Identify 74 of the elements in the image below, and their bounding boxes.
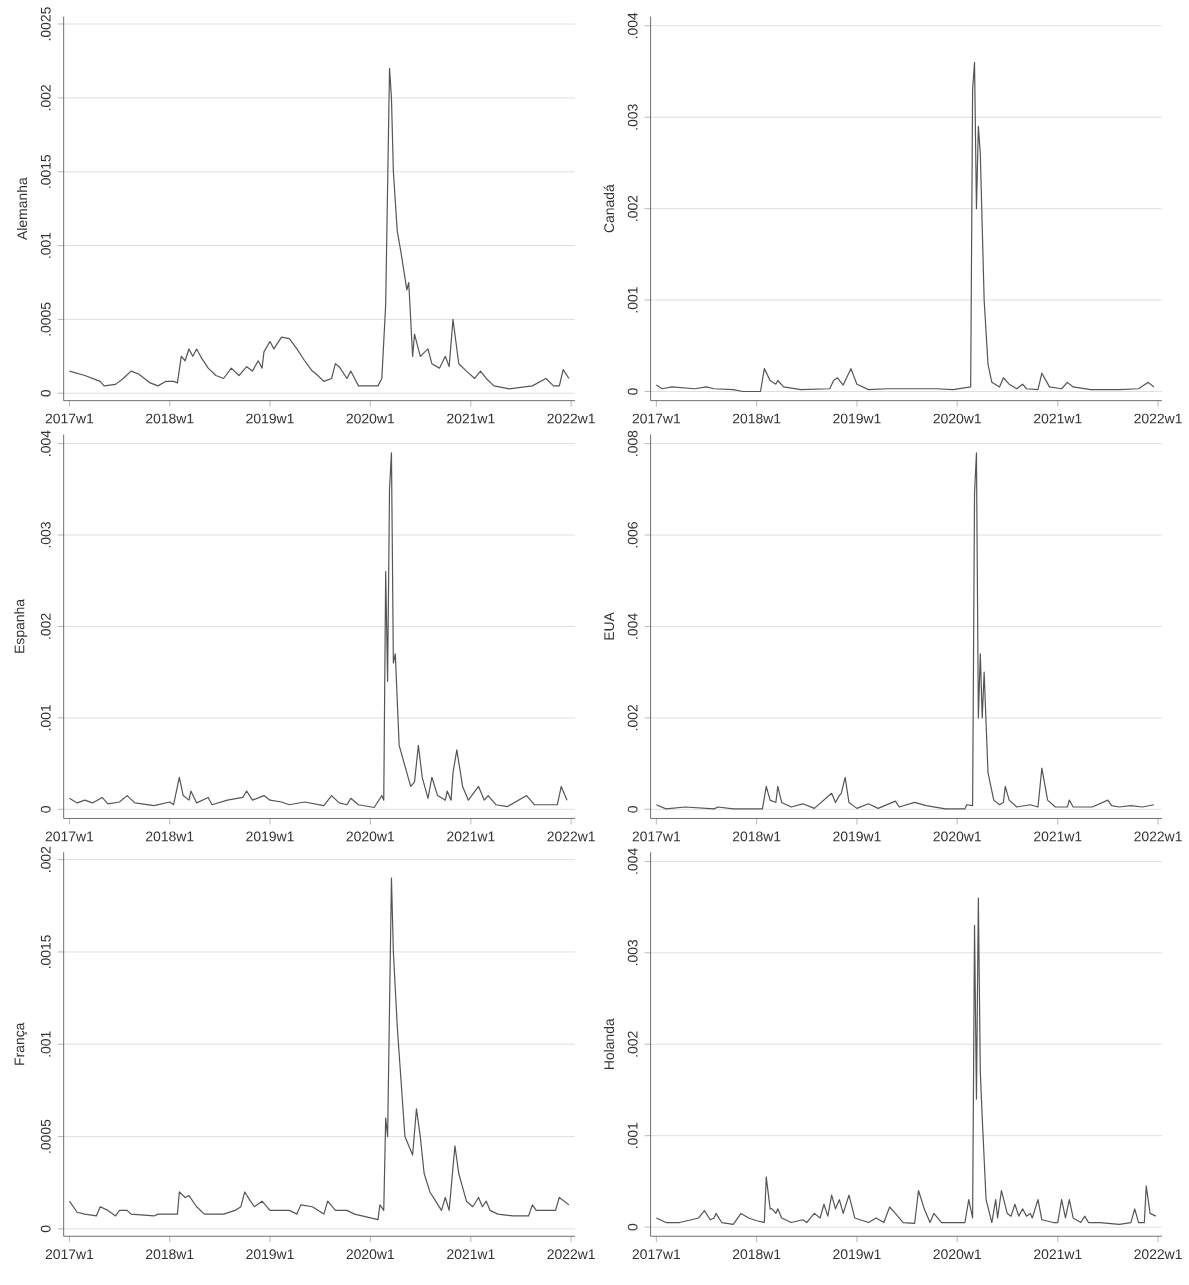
y-tick-label: .0005 [40,1119,51,1153]
x-tick-label: 2018w1 [732,1249,781,1260]
x-tick-label: 2021w1 [1034,1249,1082,1260]
x-tick-label: 2017w1 [632,831,681,842]
y-tick-label: .001 [40,232,51,258]
x-tick-label: 2017w1 [45,831,94,842]
x-tick-label: 2020w1 [933,413,981,424]
x-tick-label: 2020w1 [346,413,394,424]
x-tick-label: 2020w1 [933,831,981,842]
x-tick-label: 2021w1 [447,1249,495,1260]
x-tick-label: 2018w1 [732,413,781,424]
x-tick-label: 2020w1 [933,1249,981,1260]
y-axis-title: EUA [604,612,615,640]
x-tick-label: 2019w1 [246,831,294,842]
y-tick-label: .0005 [40,302,51,336]
x-tick-label: 2018w1 [145,831,194,842]
y-tick-label: .001 [627,1122,638,1148]
x-tick-label: 2019w1 [833,831,881,842]
y-axis-title: Canadá [603,184,615,233]
y-axis-title: Alemanha [16,177,28,240]
y-tick-label: 0 [627,805,638,813]
x-tick-label: 2017w1 [632,1249,681,1260]
y-tick-label: .004 [627,12,638,39]
y-tick-label: .004 [627,848,638,874]
x-tick-label: 2022w1 [547,413,595,424]
x-tick-label: 2019w1 [246,1249,294,1260]
y-axis-title: França [14,1022,28,1065]
y-tick-label: .002 [627,195,638,221]
x-tick-label: 2022w1 [547,831,595,842]
y-tick-label: .002 [627,1031,638,1057]
y-tick-label: .003 [627,104,638,130]
x-tick-label: 2019w1 [833,413,881,424]
x-tick-label: 2022w1 [547,1249,595,1260]
y-tick-label: .001 [40,1031,51,1057]
y-tick-label: 0 [627,388,638,395]
y-tick-label: .0015 [40,935,51,969]
y-axis-title: Espanha [14,598,28,653]
y-tick-label: .002 [40,846,51,872]
y-tick-label: 0 [40,805,51,813]
y-tick-label: .0025 [40,7,51,41]
x-tick-label: 2019w1 [833,1249,881,1260]
y-tick-label: .003 [627,939,638,966]
x-tick-label: 2022w1 [1134,831,1182,842]
x-tick-label: 2021w1 [1034,413,1082,424]
x-tick-label: 2020w1 [346,831,394,842]
x-tick-label: 2019w1 [246,413,294,424]
y-tick-label: .004 [627,613,638,639]
y-tick-label: 0 [40,389,51,397]
x-tick-label: 2017w1 [632,413,681,424]
y-tick-label: .002 [40,613,51,639]
y-tick-label: 0 [40,1225,51,1233]
y-tick-label: .001 [40,705,51,731]
y-tick-label: .001 [627,287,638,313]
x-tick-label: 2021w1 [1034,831,1082,842]
x-tick-label: 2020w1 [346,1249,394,1260]
y-tick-label: .002 [627,705,638,731]
y-axis-title: Holanda [603,1018,615,1070]
y-tick-label: .003 [40,522,51,548]
x-tick-label: 2021w1 [447,831,495,842]
y-tick-label: 0 [627,1223,638,1231]
x-tick-label: 2022w1 [1134,413,1182,424]
x-tick-label: 2022w1 [1134,1249,1182,1260]
y-tick-label: .006 [627,522,638,548]
x-tick-label: 2018w1 [145,1249,194,1260]
y-tick-label: .0015 [40,154,51,188]
y-tick-label: .004 [40,430,51,456]
x-tick-label: 2017w1 [45,413,94,424]
y-tick-label: .002 [40,85,51,111]
x-tick-label: 2017w1 [45,1249,94,1260]
x-tick-label: 2021w1 [447,413,495,424]
x-tick-label: 2018w1 [732,831,781,842]
y-tick-label: .008 [627,430,638,456]
line-series [655,452,1155,810]
x-tick-label: 2018w1 [145,413,194,424]
